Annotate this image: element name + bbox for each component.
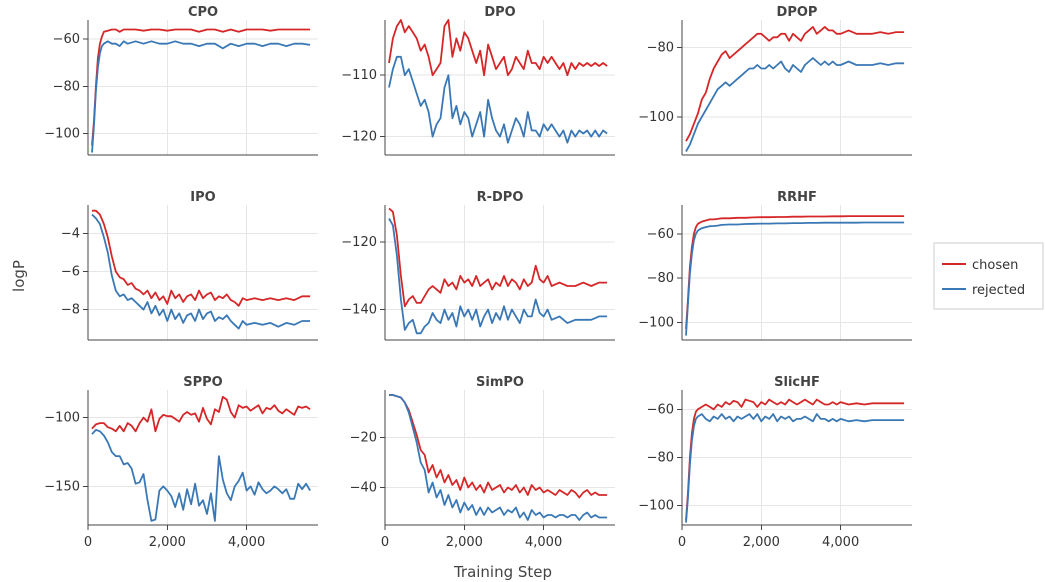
subplot-title: SPPO bbox=[183, 375, 222, 390]
y-tick-label: −100 bbox=[44, 411, 80, 426]
y-tick-label: −140 bbox=[341, 303, 377, 318]
series-line-rejected bbox=[685, 221, 905, 336]
x-tick-label: 4,000 bbox=[525, 535, 562, 550]
x-tick-label: 4,000 bbox=[822, 535, 859, 550]
series-line-rejected bbox=[685, 57, 905, 152]
series-line-rejected bbox=[389, 394, 608, 521]
series-line-rejected bbox=[685, 413, 905, 523]
y-axis-label: logP bbox=[10, 260, 28, 292]
subplot-title: R-DPO bbox=[477, 190, 524, 205]
series-line-chosen bbox=[92, 209, 311, 307]
subplot-title: DPO bbox=[484, 5, 515, 20]
y-tick-label: −20 bbox=[350, 431, 377, 446]
subplot-slichf: −60 −80 −100 0 2,000 4,000 SlicHF bbox=[638, 375, 912, 550]
subplot-dpop: −80 −100 DPOP bbox=[638, 5, 912, 156]
x-tick-label: 4,000 bbox=[228, 535, 265, 550]
series-line-chosen bbox=[389, 394, 608, 499]
y-tick-label: −100 bbox=[44, 127, 80, 142]
x-tick-label: 2,000 bbox=[446, 535, 483, 550]
series-line-chosen bbox=[685, 398, 905, 521]
y-tick-label: −6 bbox=[61, 265, 80, 280]
x-tick-label: 0 bbox=[84, 535, 92, 550]
subplot-dpo: −110 −120 DPO bbox=[341, 5, 615, 156]
series-line-chosen bbox=[91, 395, 311, 433]
subplot-r-dpo: −120 −140 R-DPO bbox=[341, 190, 615, 341]
series-line-chosen bbox=[388, 207, 608, 308]
y-tick-label: −60 bbox=[647, 227, 674, 242]
subplot-simpo: −20 −40 0 2,000 4,000 SimPO bbox=[350, 375, 615, 550]
y-tick-label: −110 bbox=[341, 68, 377, 83]
y-tick-label: −60 bbox=[53, 32, 80, 47]
legend-label-rejected: rejected bbox=[972, 283, 1025, 298]
subplot-title: DPOP bbox=[777, 5, 818, 20]
legend-box bbox=[933, 242, 1044, 310]
subplot-rrhf: −60 −80 −100 RRHF bbox=[638, 190, 912, 341]
y-tick-label: −80 bbox=[647, 451, 674, 466]
series-line-rejected bbox=[91, 428, 311, 522]
x-tick-label: 0 bbox=[381, 535, 389, 550]
y-tick-label: −100 bbox=[638, 315, 674, 330]
subplot-title: CPO bbox=[188, 5, 218, 20]
series-line-rejected bbox=[91, 40, 311, 153]
y-tick-label: −80 bbox=[53, 79, 80, 94]
subplot-title: SlicHF bbox=[774, 375, 820, 390]
series-line-chosen bbox=[685, 215, 905, 329]
series-line-chosen bbox=[685, 25, 905, 142]
legend-label-chosen: chosen bbox=[972, 258, 1018, 273]
series-line-rejected bbox=[91, 213, 311, 330]
x-tick-label: 2,000 bbox=[743, 535, 780, 550]
subplot-cpo: −60 −80 −100 CPO bbox=[44, 5, 318, 156]
y-tick-label: −100 bbox=[638, 110, 674, 125]
legend: chosen rejected bbox=[933, 242, 1044, 310]
subplot-title: RRHF bbox=[777, 190, 817, 205]
series-line-rejected bbox=[388, 218, 608, 335]
y-tick-label: −8 bbox=[61, 303, 80, 318]
x-tick-label: 0 bbox=[678, 535, 686, 550]
subplot-ipo: −4 −6 −8 IPO bbox=[61, 190, 318, 341]
x-tick-label: 2,000 bbox=[149, 535, 186, 550]
y-tick-label: −80 bbox=[647, 41, 674, 56]
y-tick-label: −120 bbox=[341, 130, 377, 145]
series-line-chosen bbox=[388, 19, 608, 77]
y-tick-label: −4 bbox=[61, 227, 80, 242]
y-tick-label: −40 bbox=[350, 481, 377, 496]
y-tick-label: −120 bbox=[341, 235, 377, 250]
y-tick-label: −100 bbox=[638, 499, 674, 514]
subplot-title: SimPO bbox=[476, 375, 524, 390]
series-line-rejected bbox=[388, 55, 608, 144]
y-tick-label: −60 bbox=[647, 402, 674, 417]
y-tick-label: −150 bbox=[44, 479, 80, 494]
subplot-title: IPO bbox=[190, 190, 215, 205]
y-tick-label: −80 bbox=[647, 271, 674, 286]
series-line-chosen bbox=[91, 28, 311, 146]
x-axis-label: Training Step bbox=[453, 563, 552, 581]
subplot-sppo: −100 −150 0 2,000 4,000 SPPO bbox=[44, 375, 318, 550]
